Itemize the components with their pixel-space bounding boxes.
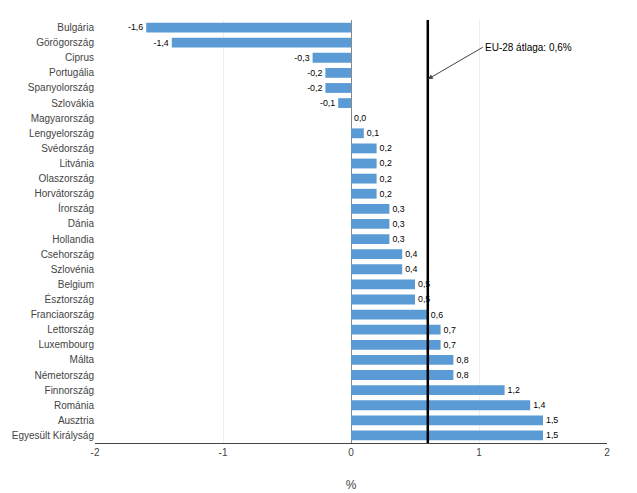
svg-text:Bulgária: Bulgária <box>57 22 94 33</box>
svg-text:-0,3: -0,3 <box>294 53 309 63</box>
svg-text:0,2: 0,2 <box>380 174 392 184</box>
svg-text:Dánia: Dánia <box>68 218 95 229</box>
svg-text:Svédország: Svédország <box>41 143 94 154</box>
svg-text:-0,2: -0,2 <box>307 83 322 93</box>
svg-text:2: 2 <box>604 447 610 458</box>
svg-text:1,5: 1,5 <box>546 430 558 440</box>
svg-text:0,4: 0,4 <box>405 249 417 259</box>
svg-text:Horvátország: Horvátország <box>35 188 94 199</box>
svg-text:1,4: 1,4 <box>533 400 545 410</box>
svg-text:1: 1 <box>476 447 482 458</box>
svg-text:-1,4: -1,4 <box>154 38 169 48</box>
svg-text:0,1: 0,1 <box>367 128 379 138</box>
svg-text:-0,1: -0,1 <box>320 98 335 108</box>
svg-text:-0,2: -0,2 <box>307 68 322 78</box>
svg-text:Egyesült Királyság: Egyesült Királyság <box>12 430 94 441</box>
svg-text:Lettország: Lettország <box>47 324 94 335</box>
svg-text:-1: -1 <box>219 447 228 458</box>
svg-text:Ausztria: Ausztria <box>58 415 95 426</box>
svg-text:-2: -2 <box>91 447 100 458</box>
svg-text:Lengyelország: Lengyelország <box>29 128 94 139</box>
svg-text:Luxembourg: Luxembourg <box>38 339 94 350</box>
svg-text:Szlovákia: Szlovákia <box>51 98 94 109</box>
svg-text:0,8: 0,8 <box>456 370 468 380</box>
svg-text:Belgium: Belgium <box>58 279 94 290</box>
svg-text:Magyarország: Magyarország <box>31 113 94 124</box>
svg-text:Írország: Írország <box>58 202 94 214</box>
svg-text:0,5: 0,5 <box>418 294 430 304</box>
svg-text:Ciprus: Ciprus <box>65 52 94 63</box>
svg-text:0,3: 0,3 <box>392 204 404 214</box>
svg-text:Olaszország: Olaszország <box>38 173 94 184</box>
svg-text:0,7: 0,7 <box>444 325 456 335</box>
svg-text:Görögország: Görögország <box>36 37 94 48</box>
svg-text:Litvánia: Litvánia <box>60 158 95 169</box>
svg-text:Németország: Németország <box>35 370 94 381</box>
svg-text:Csehország: Csehország <box>41 249 94 260</box>
svg-text:0,2: 0,2 <box>380 189 392 199</box>
svg-text:1,2: 1,2 <box>508 385 520 395</box>
svg-text:1,5: 1,5 <box>546 415 558 425</box>
svg-text:Szlovénia: Szlovénia <box>51 264 95 275</box>
svg-text:0,5: 0,5 <box>418 279 430 289</box>
svg-text:0,0: 0,0 <box>354 113 366 123</box>
svg-text:Románia: Románia <box>54 400 94 411</box>
svg-text:%: % <box>346 478 357 492</box>
svg-text:0,8: 0,8 <box>456 355 468 365</box>
svg-text:Spanyolország: Spanyolország <box>28 82 94 93</box>
svg-text:-1,6: -1,6 <box>128 22 143 32</box>
svg-text:Málta: Málta <box>70 354 95 365</box>
svg-text:0,2: 0,2 <box>380 143 392 153</box>
svg-text:0,6: 0,6 <box>431 310 443 320</box>
svg-text:0,4: 0,4 <box>405 264 417 274</box>
svg-text:0,7: 0,7 <box>444 340 456 350</box>
svg-text:Finnország: Finnország <box>45 385 94 396</box>
svg-text:Hollandia: Hollandia <box>52 234 94 245</box>
svg-text:EU-28 átlaga: 0,6%: EU-28 átlaga: 0,6% <box>485 42 572 53</box>
svg-text:Portugália: Portugália <box>49 67 94 78</box>
svg-text:Franciaország: Franciaország <box>31 309 94 320</box>
svg-text:0,3: 0,3 <box>392 219 404 229</box>
svg-text:0,2: 0,2 <box>380 158 392 168</box>
svg-text:0: 0 <box>348 447 354 458</box>
svg-text:0,3: 0,3 <box>392 234 404 244</box>
svg-text:Észtország: Észtország <box>45 293 94 305</box>
